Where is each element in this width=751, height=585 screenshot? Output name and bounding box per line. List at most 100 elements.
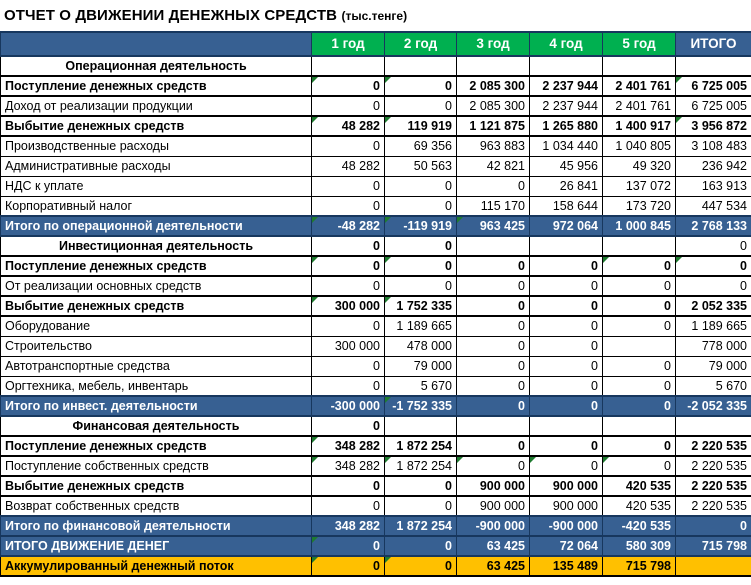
- value-cell[interactable]: 2 220 535: [675, 455, 751, 477]
- row-label-cell[interactable]: Корпоративный налог: [0, 195, 312, 217]
- value-cell[interactable]: 0: [675, 275, 751, 297]
- value-cell[interactable]: 0: [384, 275, 457, 297]
- value-cell[interactable]: -420 535: [602, 515, 676, 537]
- row-label-cell[interactable]: Финансовая деятельность: [0, 415, 312, 437]
- row-label-cell[interactable]: ИТОГО ДВИЖЕНИЕ ДЕНЕГ: [0, 535, 312, 557]
- value-cell[interactable]: 69 356: [384, 135, 457, 157]
- row-label-cell[interactable]: Инвестиционная деятельность: [0, 235, 312, 257]
- value-cell[interactable]: 0: [602, 255, 676, 277]
- value-cell[interactable]: 3 956 872: [675, 115, 751, 137]
- value-cell[interactable]: [384, 415, 457, 437]
- value-cell[interactable]: 1 872 254: [384, 515, 457, 537]
- column-header-year[interactable]: 2 год: [384, 31, 457, 57]
- value-cell[interactable]: -48 282: [311, 215, 385, 237]
- value-cell[interactable]: 0: [456, 315, 530, 337]
- value-cell[interactable]: 963 883: [456, 135, 530, 157]
- value-cell[interactable]: 0: [529, 355, 603, 377]
- value-cell[interactable]: 5 670: [675, 375, 751, 397]
- value-cell[interactable]: 2 237 944: [529, 95, 603, 117]
- value-cell[interactable]: 0: [456, 355, 530, 377]
- value-cell[interactable]: 0: [456, 175, 530, 197]
- column-header-year[interactable]: 3 год: [456, 31, 530, 57]
- value-cell[interactable]: 0: [529, 295, 603, 317]
- value-cell[interactable]: 0: [529, 435, 603, 457]
- value-cell[interactable]: 972 064: [529, 215, 603, 237]
- value-cell[interactable]: 0: [311, 375, 385, 397]
- value-cell[interactable]: 48 282: [311, 115, 385, 137]
- value-cell[interactable]: [602, 55, 676, 77]
- value-cell[interactable]: 63 425: [456, 555, 530, 577]
- value-cell[interactable]: 420 535: [602, 475, 676, 497]
- row-label-cell[interactable]: Итого по инвест. деятельности: [0, 395, 312, 417]
- value-cell[interactable]: [384, 55, 457, 77]
- value-cell[interactable]: 300 000: [311, 295, 385, 317]
- value-cell[interactable]: 0: [529, 395, 603, 417]
- value-cell[interactable]: 2 220 535: [675, 475, 751, 497]
- value-cell[interactable]: 0: [311, 415, 385, 437]
- value-cell[interactable]: 0: [311, 535, 385, 557]
- value-cell[interactable]: 348 282: [311, 435, 385, 457]
- value-cell[interactable]: 900 000: [529, 475, 603, 497]
- value-cell[interactable]: 2 768 133: [675, 215, 751, 237]
- value-cell[interactable]: 0: [456, 455, 530, 477]
- value-cell[interactable]: 173 720: [602, 195, 676, 217]
- value-cell[interactable]: 0: [311, 355, 385, 377]
- value-cell[interactable]: [602, 235, 676, 257]
- value-cell[interactable]: 0: [311, 235, 385, 257]
- value-cell[interactable]: 0: [456, 375, 530, 397]
- value-cell[interactable]: 1 265 880: [529, 115, 603, 137]
- value-cell[interactable]: 0: [529, 455, 603, 477]
- value-cell[interactable]: [675, 415, 751, 437]
- value-cell[interactable]: 2 220 535: [675, 435, 751, 457]
- row-label-cell[interactable]: Аккумулированный денежный поток: [0, 555, 312, 577]
- value-cell[interactable]: 2 085 300: [456, 75, 530, 97]
- value-cell[interactable]: 0: [311, 555, 385, 577]
- value-cell[interactable]: 0: [384, 475, 457, 497]
- value-cell[interactable]: [456, 55, 530, 77]
- value-cell[interactable]: 0: [602, 395, 676, 417]
- value-cell[interactable]: 0: [384, 535, 457, 557]
- value-cell[interactable]: 0: [602, 435, 676, 457]
- value-cell[interactable]: 900 000: [456, 495, 530, 517]
- column-header-year[interactable]: 4 год: [529, 31, 603, 57]
- value-cell[interactable]: 300 000: [311, 335, 385, 357]
- value-cell[interactable]: 1 872 254: [384, 435, 457, 457]
- value-cell[interactable]: -119 919: [384, 215, 457, 237]
- value-cell[interactable]: [456, 415, 530, 437]
- value-cell[interactable]: 1 121 875: [456, 115, 530, 137]
- value-cell[interactable]: 0: [311, 135, 385, 157]
- value-cell[interactable]: 3 108 483: [675, 135, 751, 157]
- value-cell[interactable]: 0: [311, 255, 385, 277]
- value-cell[interactable]: 1 040 805: [602, 135, 676, 157]
- value-cell[interactable]: 0: [529, 275, 603, 297]
- value-cell[interactable]: 0: [529, 375, 603, 397]
- value-cell[interactable]: 0: [456, 255, 530, 277]
- value-cell[interactable]: 6 725 005: [675, 75, 751, 97]
- value-cell[interactable]: 5 670: [384, 375, 457, 397]
- value-cell[interactable]: 79 000: [384, 355, 457, 377]
- value-cell[interactable]: 0: [529, 255, 603, 277]
- row-label-cell[interactable]: Административные расходы: [0, 155, 312, 177]
- value-cell[interactable]: 0: [602, 455, 676, 477]
- value-cell[interactable]: 26 841: [529, 175, 603, 197]
- row-label-cell[interactable]: Строительство: [0, 335, 312, 357]
- value-cell[interactable]: 715 798: [675, 535, 751, 557]
- value-cell[interactable]: 900 000: [529, 495, 603, 517]
- value-cell[interactable]: [675, 55, 751, 77]
- value-cell[interactable]: 6 725 005: [675, 95, 751, 117]
- row-label-cell[interactable]: Выбытие денежных средств: [0, 295, 312, 317]
- value-cell[interactable]: -300 000: [311, 395, 385, 417]
- row-label-cell[interactable]: Поступление собственных средств: [0, 455, 312, 477]
- value-cell[interactable]: 0: [456, 295, 530, 317]
- value-cell[interactable]: 0: [384, 555, 457, 577]
- value-cell[interactable]: 163 913: [675, 175, 751, 197]
- column-header-total[interactable]: ИТОГО: [675, 31, 751, 57]
- value-cell[interactable]: 158 644: [529, 195, 603, 217]
- value-cell[interactable]: 2 085 300: [456, 95, 530, 117]
- value-cell[interactable]: 0: [384, 495, 457, 517]
- value-cell[interactable]: -900 000: [456, 515, 530, 537]
- value-cell[interactable]: 0: [311, 75, 385, 97]
- row-label-cell[interactable]: Оборудование: [0, 315, 312, 337]
- value-cell[interactable]: 348 282: [311, 455, 385, 477]
- value-cell[interactable]: 0: [384, 255, 457, 277]
